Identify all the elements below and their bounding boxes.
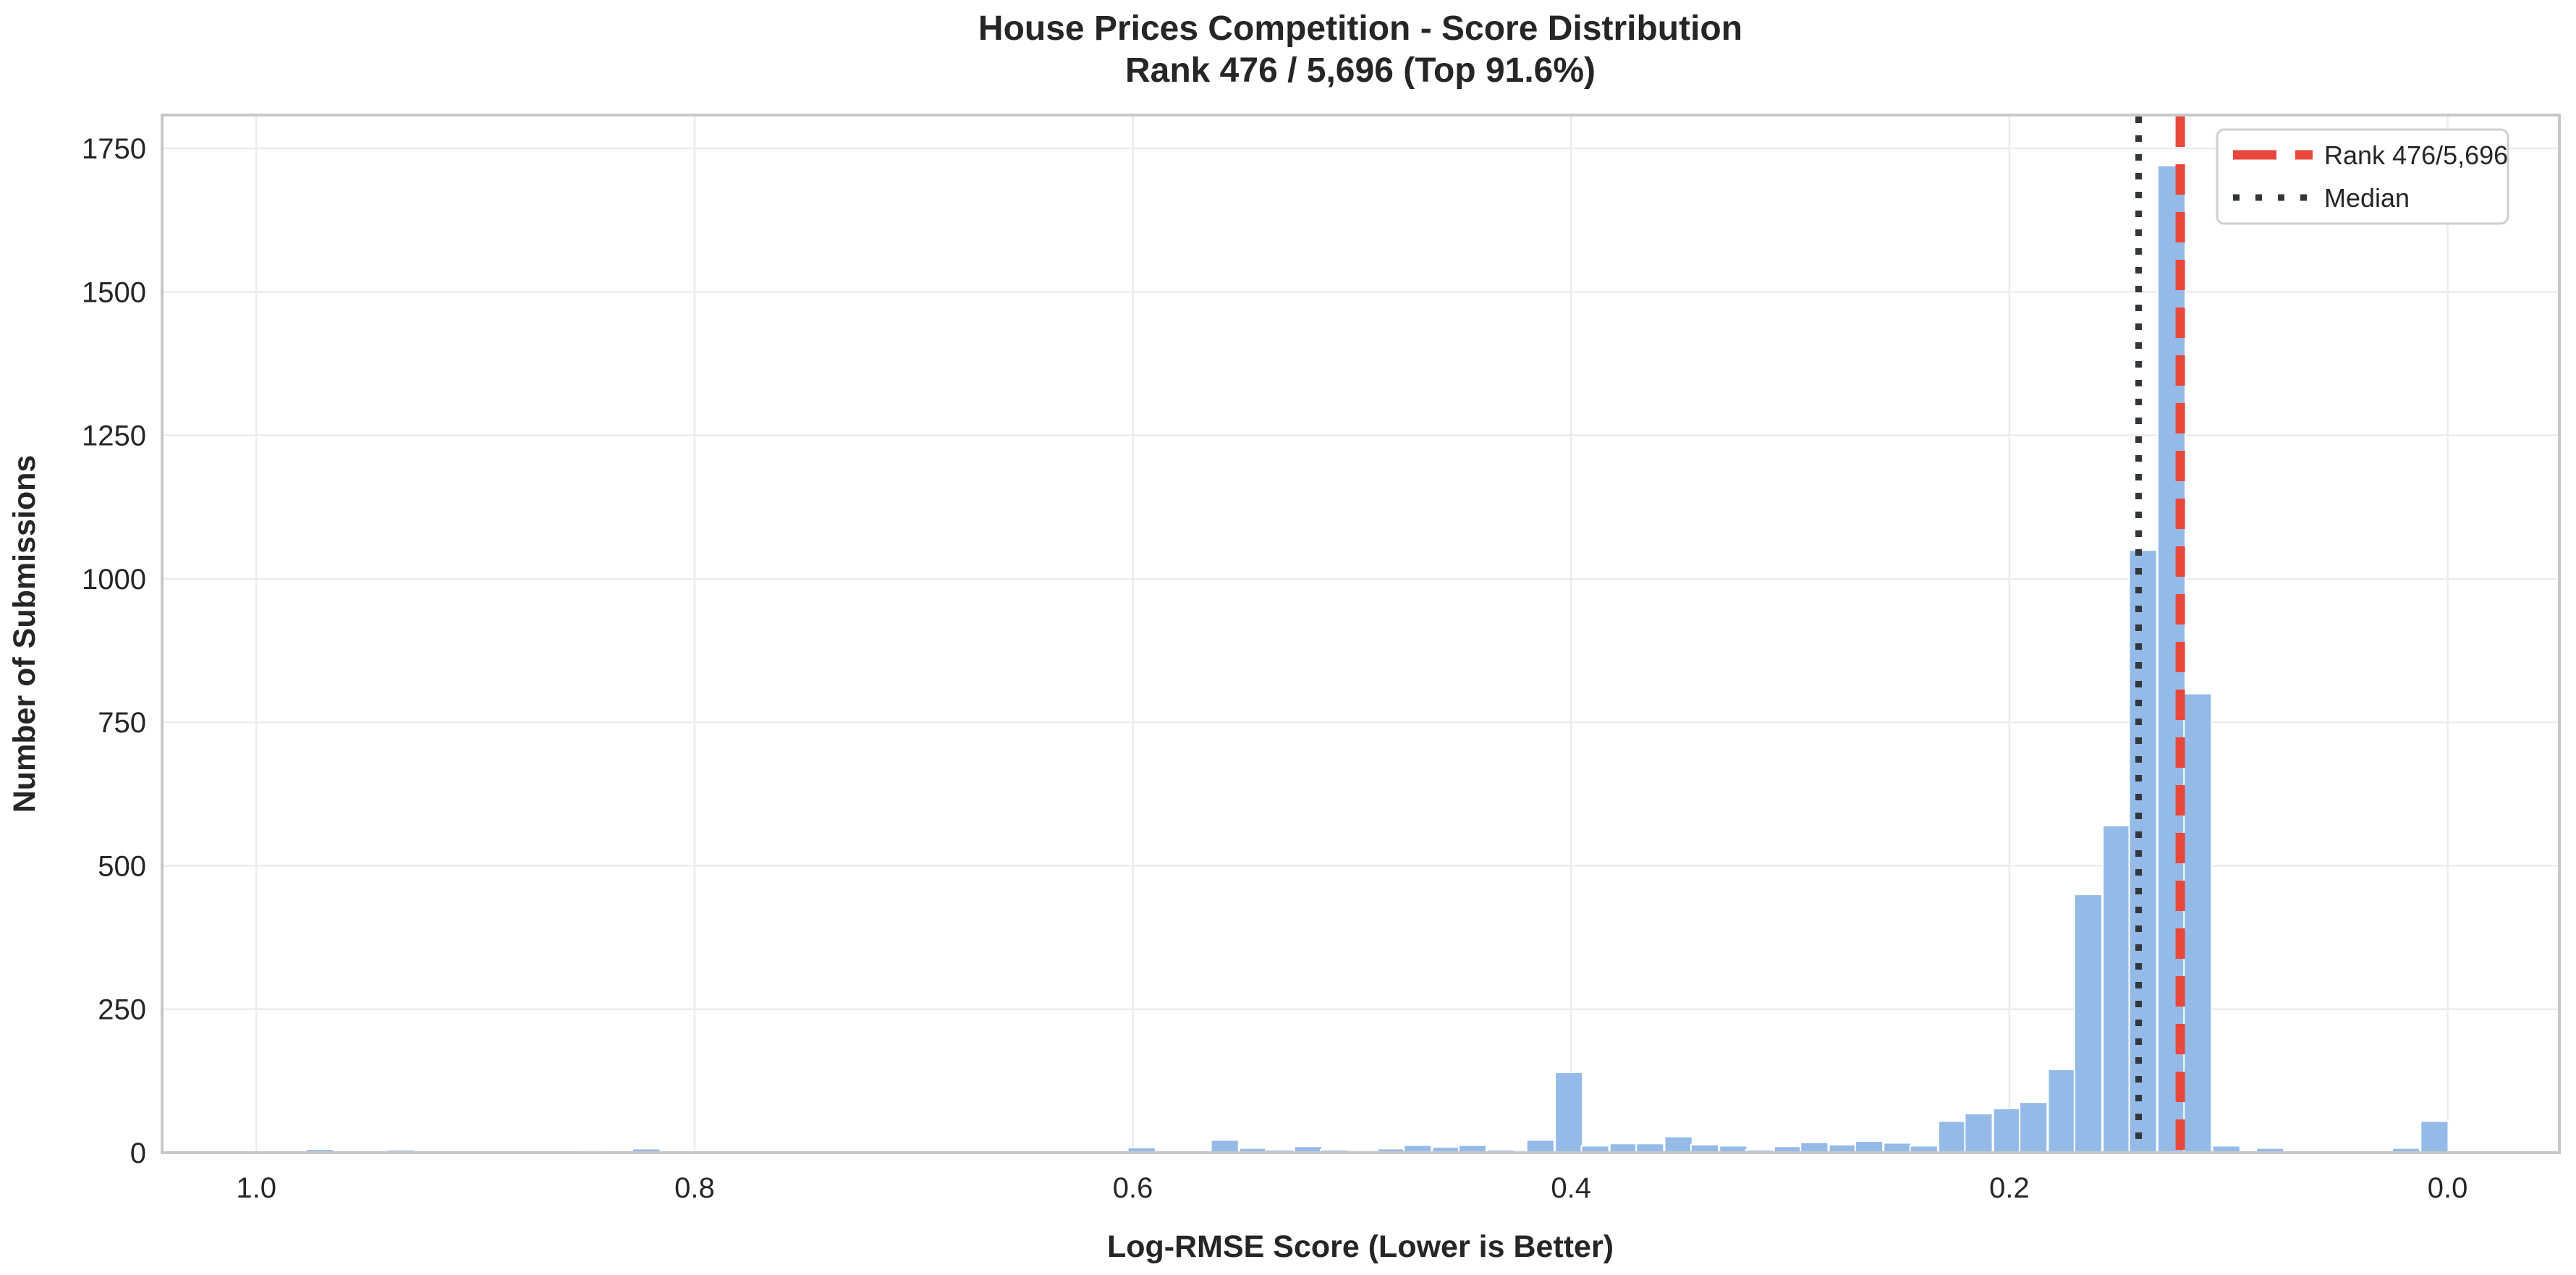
histogram-bar [2128, 549, 2158, 1153]
median-line-legend-label: Median [2324, 183, 2410, 213]
histogram-bar [1664, 1135, 1693, 1153]
histogram-bar [1525, 1139, 1555, 1154]
y-tick-label: 1500 [82, 276, 146, 308]
histogram-bar [2183, 692, 2213, 1153]
x-tick-label: 1.0 [236, 1172, 276, 1204]
x-axis-label: Log-RMSE Score (Lower is Better) [1107, 1229, 1614, 1264]
x-tick-label: 0.6 [1113, 1172, 1153, 1204]
chart-title: House Prices Competition - Score Distrib… [978, 9, 1742, 48]
histogram-bar [1800, 1141, 1829, 1154]
chart-subtitle: Rank 476 / 5,696 (Top 91.6%) [1125, 51, 1596, 90]
y-tick-label: 0 [130, 1138, 146, 1169]
histogram-bar [2102, 824, 2132, 1153]
x-tick-label: 0.8 [674, 1172, 715, 1204]
histogram-bar [1992, 1107, 2022, 1154]
y-tick-label: 500 [98, 850, 146, 882]
y-tick-label: 750 [98, 707, 146, 739]
x-tick-labels: 1.0 0.8 0.6 0.4 0.2 0.0 [236, 1172, 2467, 1204]
histogram-bar [1938, 1120, 1967, 1153]
histogram-bar [1210, 1139, 1240, 1154]
plot-border [161, 114, 2561, 1154]
x-tick-label: 0.0 [2428, 1172, 2468, 1204]
histogram-bar [1883, 1142, 1912, 1154]
rank-line-legend-label: Rank 476/5,696 [2324, 140, 2508, 170]
histogram-bar [2047, 1068, 2077, 1154]
legend-box [2216, 128, 2509, 225]
reference-lines [2135, 117, 2185, 1151]
grid-lines [162, 115, 2559, 1153]
y-axis-label: Number of Submissions [7, 455, 42, 813]
x-tick-label: 0.2 [1989, 1172, 2030, 1204]
y-tick-label: 1000 [82, 564, 146, 596]
histogram-bar [1964, 1113, 1994, 1154]
histogram-bar [2073, 894, 2103, 1154]
y-tick-labels: 0 250 500 750 1000 1250 1500 1750 [82, 133, 146, 1169]
histogram-bar [2019, 1101, 2048, 1153]
histogram-bar [1554, 1071, 1584, 1154]
histogram-bar [2420, 1120, 2449, 1153]
histogram-bar [1854, 1140, 1884, 1154]
x-tick-label: 0.4 [1551, 1172, 1591, 1204]
histogram-bars [272, 164, 2449, 1154]
legend: Rank 476/5,696 Median [2216, 128, 2509, 225]
y-tick-label: 250 [98, 994, 146, 1026]
y-tick-label: 1250 [82, 420, 146, 452]
y-tick-label: 1750 [82, 133, 146, 165]
